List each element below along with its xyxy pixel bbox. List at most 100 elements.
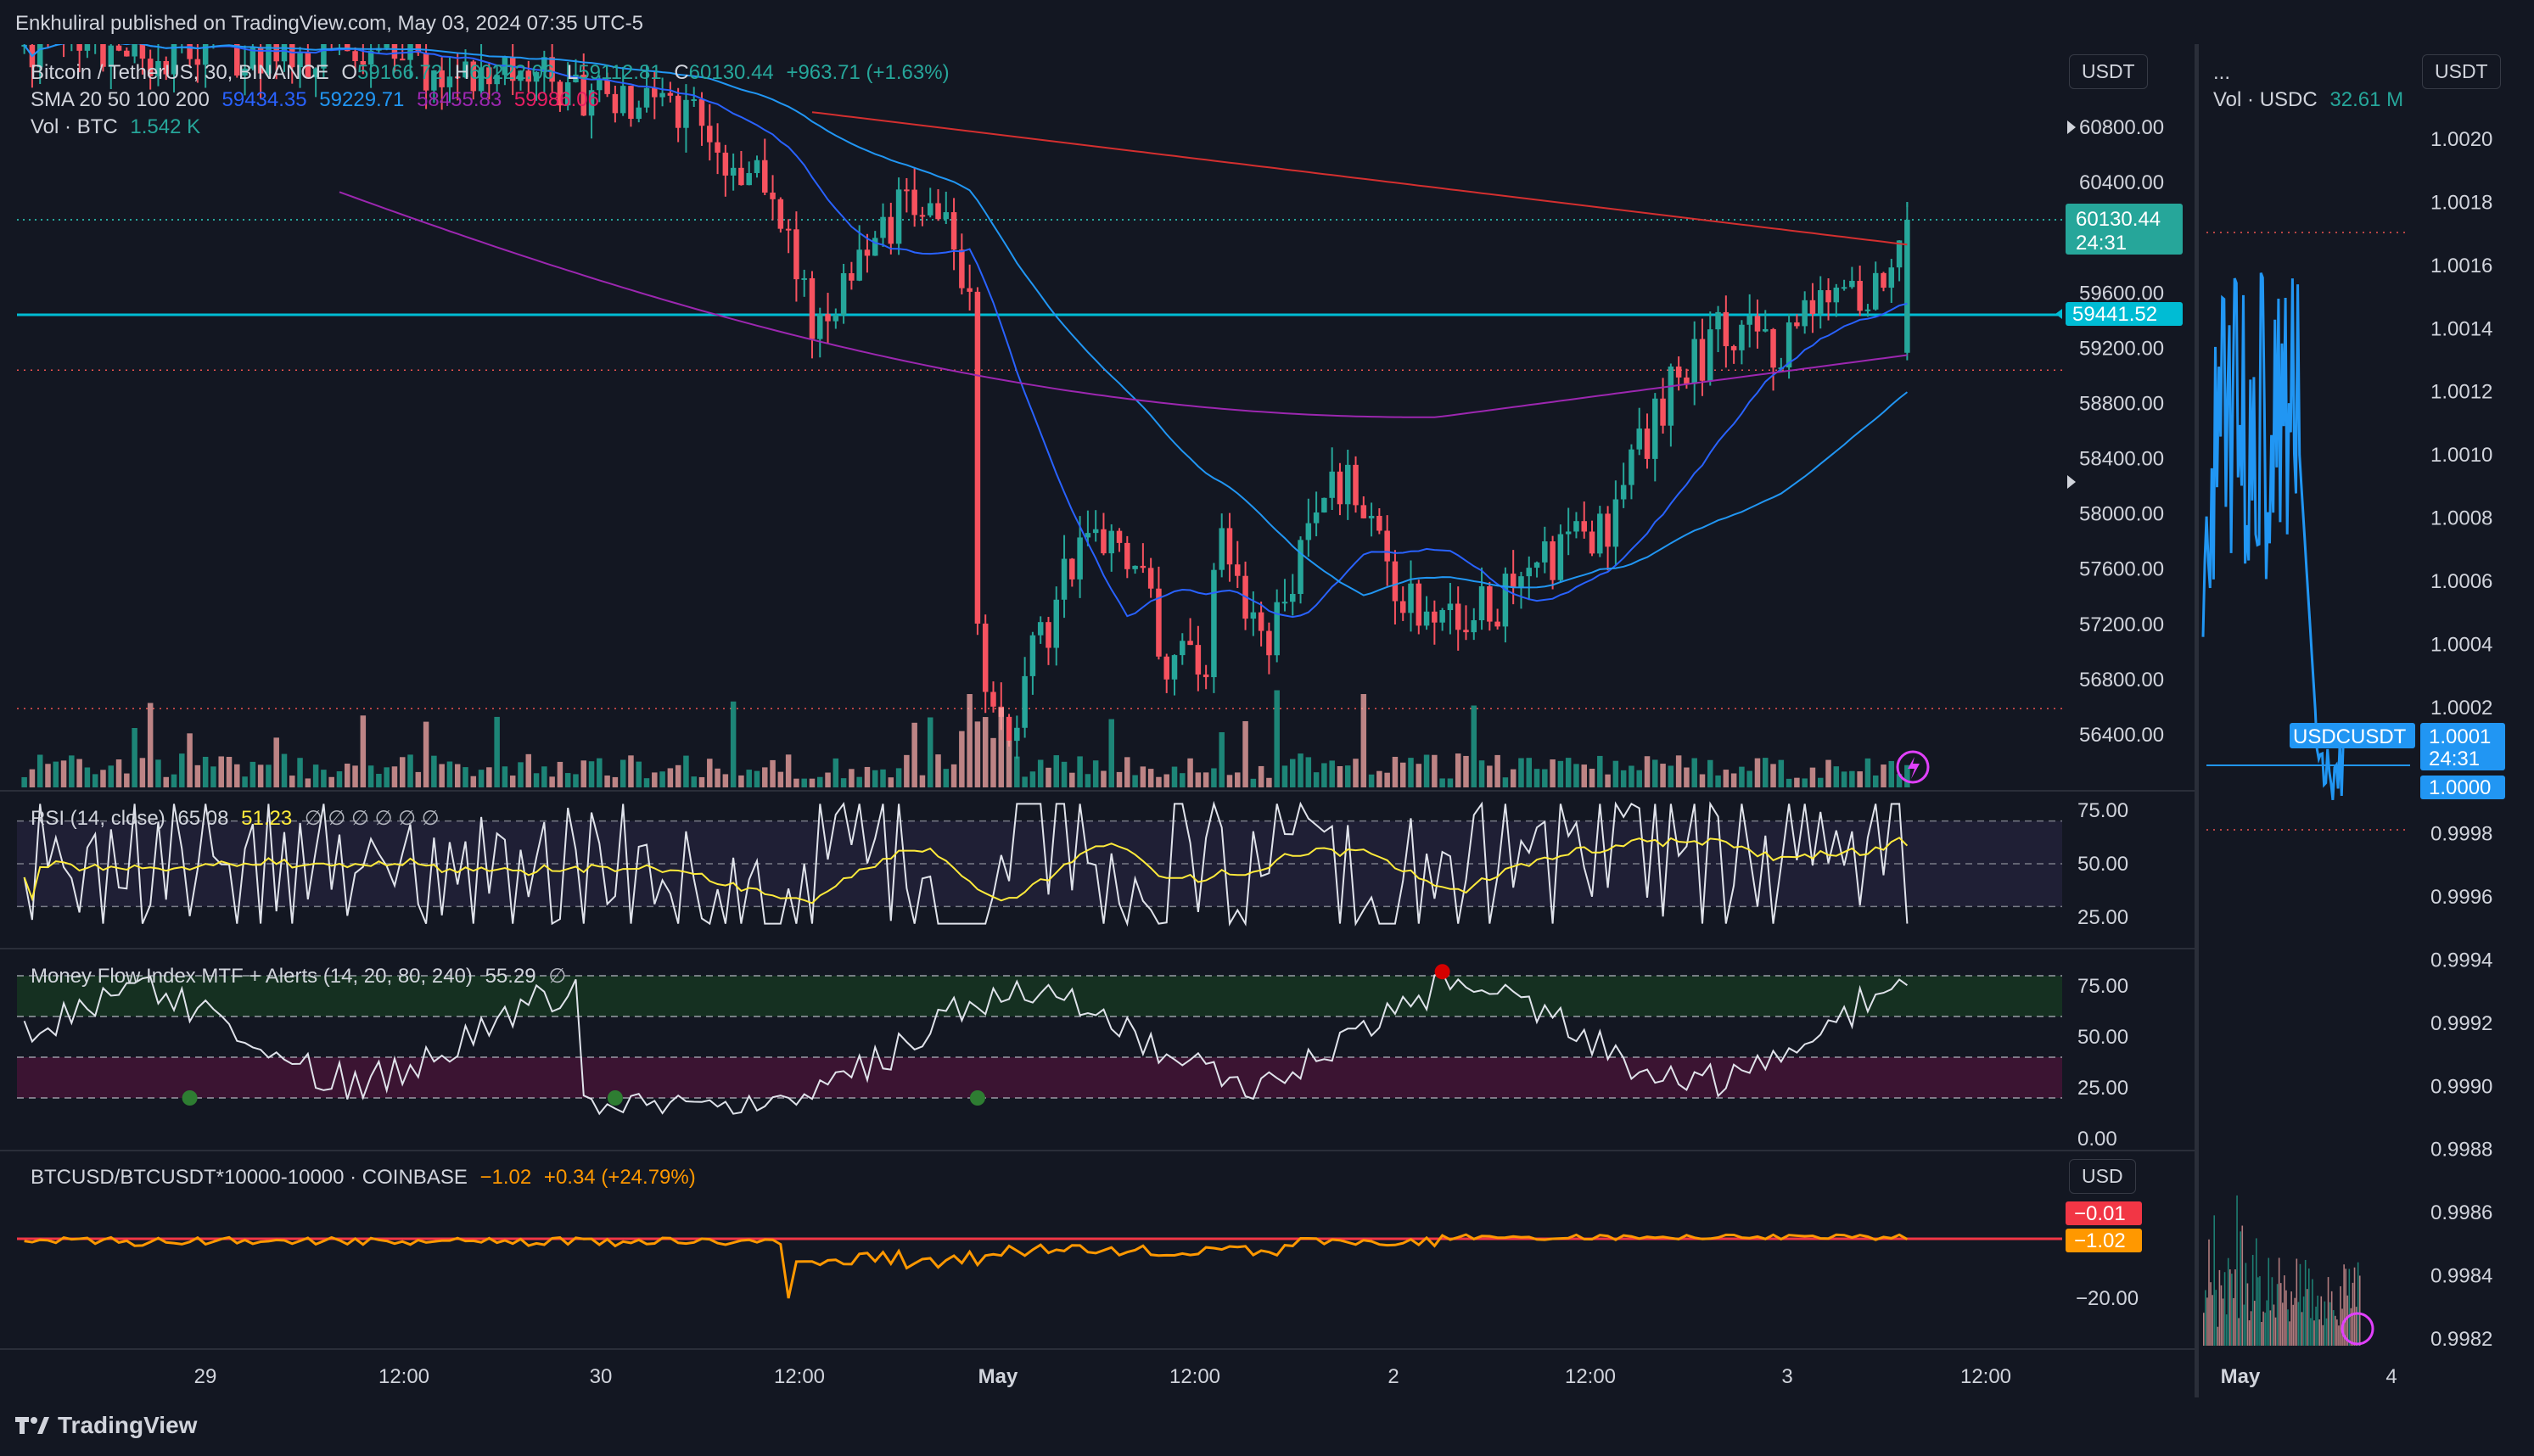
volume-bar <box>1180 773 1186 787</box>
sma-label: SMA 20 50 100 200 <box>31 88 210 111</box>
candle-body <box>202 44 209 65</box>
volume-bar <box>691 776 697 787</box>
volume-bar <box>321 770 327 787</box>
side-volume-bar <box>2284 1275 2285 1346</box>
volume-bar <box>1116 771 1123 787</box>
side-volume-bar <box>2208 1239 2210 1346</box>
volume-bar <box>580 760 587 787</box>
volume-bar <box>612 776 619 787</box>
candle-body <box>1881 272 1886 288</box>
rsi-tick-label: 50.00 <box>2077 853 2128 876</box>
volume-bar <box>352 765 358 787</box>
side-chart-title[interactable]: ... <box>2213 61 2231 84</box>
side-volume-legend[interactable]: Vol · USDC 32.61 M <box>2213 88 2410 112</box>
volume-bar <box>1471 705 1477 787</box>
candle-body <box>1219 528 1225 570</box>
volume-bar <box>809 778 816 787</box>
candle-body <box>636 107 642 120</box>
side-volume-bar <box>2350 1308 2352 1346</box>
candle-body <box>1573 521 1579 532</box>
candle-body <box>1691 339 1697 384</box>
side-price-tick-label: 0.9998 <box>2430 823 2492 846</box>
candle-body <box>1904 219 1910 353</box>
candle-body <box>652 87 658 98</box>
candle-body <box>1195 645 1202 675</box>
symbol-name[interactable]: Bitcoin / TetherUS, 30, BINANCE <box>31 61 329 84</box>
candle-body <box>100 44 106 67</box>
candle-body <box>431 70 437 91</box>
side-volume-bar <box>2250 1311 2252 1346</box>
candle-body <box>849 273 855 281</box>
volume-bar <box>399 757 406 787</box>
candle-body <box>1817 290 1824 315</box>
mfi-legend[interactable]: Money Flow Index MTF + Alerts (14, 20, 8… <box>31 964 573 988</box>
volume-bar <box>1290 759 1296 787</box>
main-chart-canvas[interactable]: 60800.00 60400.00 59600.00 59200.00 58800.00… <box>0 44 2198 1397</box>
spread-label: BTCUSD/BTCUSDT*10000-10000 · COINBASE <box>31 1166 468 1189</box>
volume-bar <box>1399 762 1406 787</box>
candle-body <box>777 199 784 229</box>
candle-body <box>943 212 950 220</box>
volume-bar <box>1108 719 1114 787</box>
candle-body <box>1337 471 1343 505</box>
volume-bar <box>1605 774 1611 787</box>
side-chart-canvas[interactable]: 1.0020 1.0018 1.0016 1.0014 1.0012 1.0010 1.00… <box>2198 44 2534 1397</box>
candle-body <box>1652 398 1658 459</box>
candle-body <box>399 59 406 61</box>
price-tick-label: 60400.00 <box>2079 171 2164 194</box>
candle-body <box>1014 727 1020 742</box>
volume-bar <box>1455 753 1461 787</box>
volume-bar <box>1730 773 1737 787</box>
side-volume-bar <box>2324 1301 2326 1346</box>
sma-legend[interactable]: SMA 20 50 100 200 59434.35 59229.71 5845… <box>31 88 606 112</box>
ohlc-low-label: L <box>566 61 579 84</box>
side-volume-bar <box>2294 1297 2296 1346</box>
candle-body <box>423 53 429 91</box>
side-volume-bar <box>2253 1301 2256 1346</box>
side-volume-bar <box>2310 1318 2312 1346</box>
tradingview-logo[interactable]: TradingView <box>15 1412 197 1439</box>
spread-currency-button[interactable]: USD <box>2069 1159 2136 1194</box>
rsi-tick-label: 75.00 <box>2077 799 2128 822</box>
volume-value: 1.542 K <box>130 115 201 138</box>
volume-bar <box>856 776 862 787</box>
volume-bar <box>722 774 729 787</box>
candle-body <box>1629 449 1634 485</box>
volume-bar <box>1770 764 1776 787</box>
volume-bar <box>1794 777 1800 787</box>
candle-body <box>1707 329 1713 381</box>
volume-bar <box>29 769 36 787</box>
side-volume-bar <box>2336 1319 2338 1346</box>
side-volume-bar <box>2240 1231 2241 1346</box>
candle-body <box>809 277 816 339</box>
volume-bar <box>1321 763 1327 787</box>
candle-body <box>312 68 319 78</box>
candle-body <box>698 99 705 126</box>
side-volume-bar <box>2299 1263 2301 1346</box>
rsi-ma-value: 51.23 <box>241 807 293 830</box>
time-tick-label: 29 <box>194 1365 217 1388</box>
currency-button[interactable]: USDT <box>2069 54 2148 89</box>
volume-bar <box>698 776 705 787</box>
side-price2-tag: 1.0000 <box>2429 776 2491 799</box>
side-currency-button[interactable]: USDT <box>2422 54 2501 89</box>
volume-bar <box>959 731 965 787</box>
volume-bar <box>100 770 106 787</box>
spread-legend[interactable]: BTCUSD/BTCUSDT*10000-10000 · COINBASE −1… <box>31 1166 703 1190</box>
volume-bar <box>1242 720 1248 787</box>
volume-bar <box>1124 757 1130 787</box>
mfi-tick-label: 50.00 <box>2077 1026 2128 1049</box>
candle-body <box>147 59 154 76</box>
candle-body <box>1794 322 1800 327</box>
volume-legend[interactable]: Vol · BTC 1.542 K <box>31 115 207 139</box>
rsi-legend[interactable]: RSI (14, close) 65.08 51.23 ∅ ∅ ∅ ∅ ∅ ∅ <box>31 806 446 831</box>
mfi-tick-label: 0.00 <box>2077 1128 2117 1151</box>
side-volume-bar <box>2301 1312 2303 1346</box>
candle-body <box>904 189 910 192</box>
candle-body <box>525 70 532 82</box>
volume-bar <box>927 717 933 787</box>
candle-body <box>266 44 272 74</box>
volume-bar <box>840 778 847 787</box>
candle-body <box>494 75 500 85</box>
volume-bar <box>439 764 445 787</box>
